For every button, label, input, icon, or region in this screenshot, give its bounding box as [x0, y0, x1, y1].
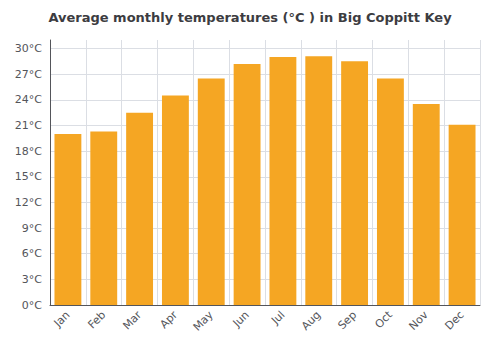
svg-text:Jan: Jan: [51, 308, 73, 330]
svg-text:6°C: 6°C: [22, 247, 42, 260]
svg-text:Nov: Nov: [406, 308, 431, 333]
svg-text:Aug: Aug: [299, 308, 323, 332]
svg-text:18°C: 18°C: [15, 145, 42, 158]
svg-text:Dec: Dec: [442, 308, 466, 332]
svg-text:12°C: 12°C: [15, 196, 42, 209]
svg-text:Apr: Apr: [157, 308, 180, 331]
svg-text:Sep: Sep: [335, 308, 359, 332]
svg-text:27°C: 27°C: [15, 68, 42, 81]
svg-text:15°C: 15°C: [15, 170, 42, 183]
svg-text:0°C: 0°C: [22, 299, 42, 312]
svg-text:May: May: [191, 308, 217, 334]
svg-text:Jun: Jun: [230, 308, 252, 330]
svg-text:9°C: 9°C: [22, 222, 42, 235]
svg-text:30°C: 30°C: [15, 42, 42, 55]
svg-text:3°C: 3°C: [22, 273, 42, 286]
svg-text:Feb: Feb: [85, 308, 108, 331]
svg-text:Oct: Oct: [372, 308, 395, 331]
svg-text:24°C: 24°C: [15, 93, 42, 106]
svg-text:Mar: Mar: [120, 308, 144, 332]
svg-text:Average monthly temperatures (: Average monthly temperatures (°C ) in Bi…: [48, 10, 452, 25]
svg-text:Jul: Jul: [268, 308, 287, 327]
svg-text:21°C: 21°C: [15, 119, 42, 132]
